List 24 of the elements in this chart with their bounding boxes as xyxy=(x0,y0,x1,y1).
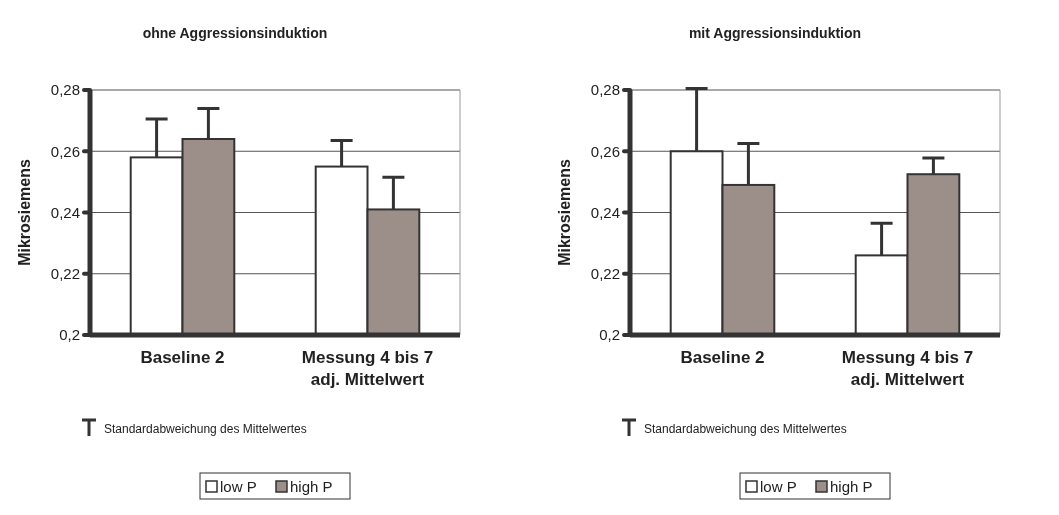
x-tick-label: Baseline 2 xyxy=(680,348,765,367)
y-axis-title: Mikrosiemens xyxy=(556,159,573,266)
chart-title: ohne Aggressionsinduktion xyxy=(142,25,328,41)
legend-label: high P xyxy=(830,478,873,495)
x-tick-label: Baseline 2 xyxy=(140,348,225,367)
y-tick-label: 0,22 xyxy=(50,265,80,282)
x-tick-label: Messung 4 bis 7 adj. Mittelwert xyxy=(841,348,974,389)
chart-title: mit Aggressionsinduktion xyxy=(688,25,862,41)
y-tick-label: 0,28 xyxy=(50,81,80,99)
y-tick-label: 0,26 xyxy=(590,142,620,160)
legend-label: low P xyxy=(760,478,797,495)
y-axis-title: Mikrosiemens xyxy=(16,159,33,266)
legend-label: high P xyxy=(290,478,333,495)
y-tick-label: 0,24 xyxy=(50,203,80,221)
y-tick-label: 0,26 xyxy=(50,142,80,160)
text: Standardabweichung des Mittelwertes xyxy=(104,422,307,436)
x-tick-label: Messung 4 bis 7 adj. Mittelwert xyxy=(301,348,434,389)
y-tick-label: 0,2 xyxy=(59,326,80,344)
y-tick-label: 0,28 xyxy=(590,81,620,99)
legend-label: low P xyxy=(220,478,257,495)
y-tick-label: 0,24 xyxy=(590,203,620,221)
y-tick-label: 0,2 xyxy=(599,326,620,344)
y-tick-label: 0,22 xyxy=(590,265,620,282)
text: Standardabweichung des Mittelwertes xyxy=(644,422,847,436)
